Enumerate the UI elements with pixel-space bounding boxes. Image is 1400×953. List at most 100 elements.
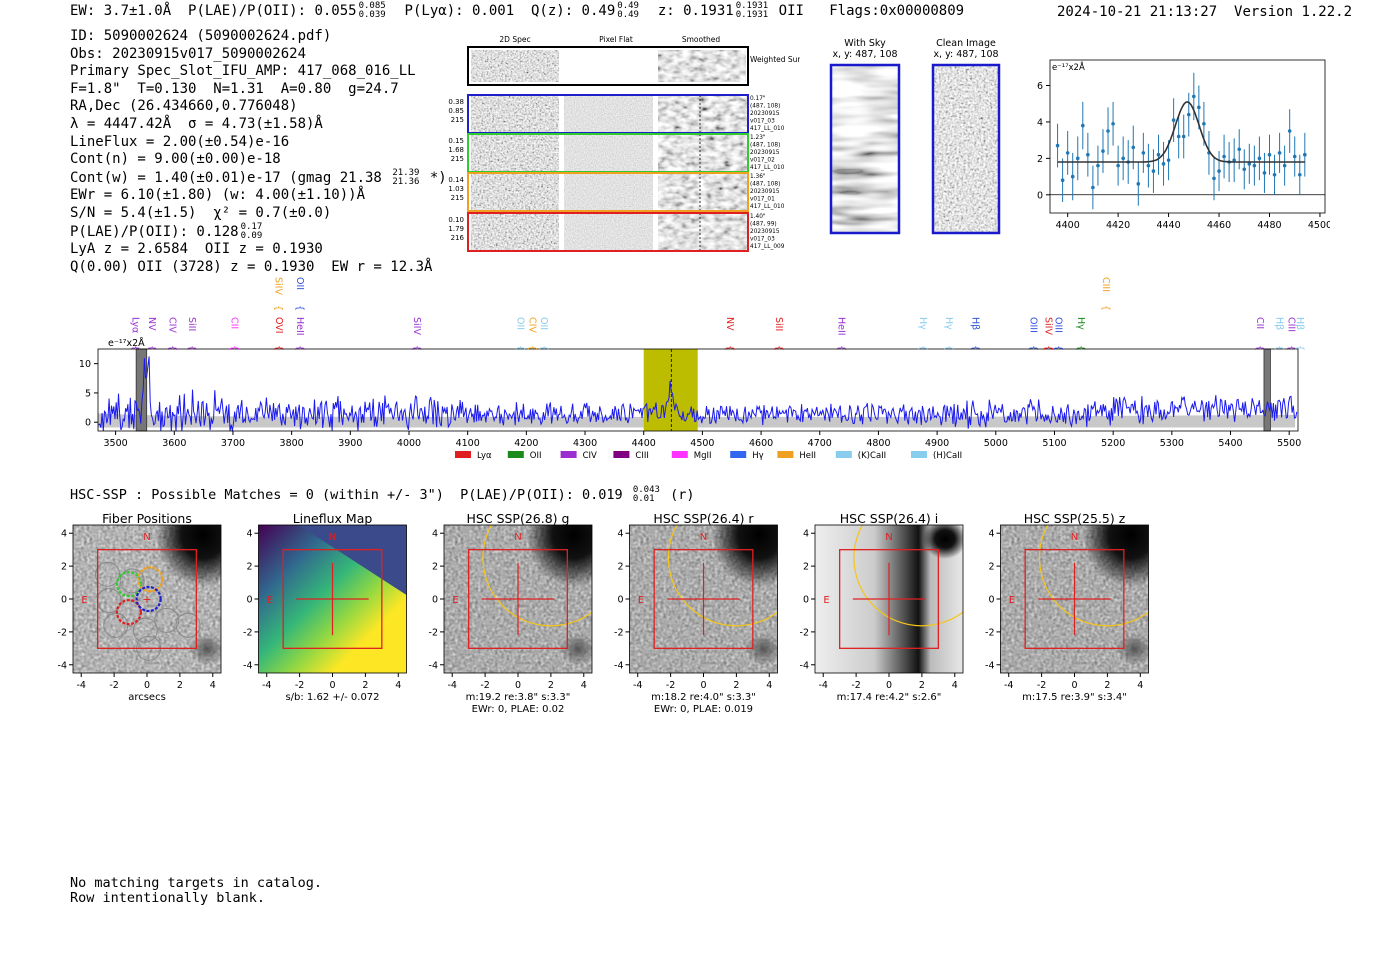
spec-row-gap (653, 174, 658, 210)
hsc-caption-1: m:18.2 re:4.0" s:3.3" (651, 692, 756, 703)
z-line: OII (778, 3, 804, 19)
north-label: N (700, 532, 707, 543)
spec-row-left-label: 216 (451, 234, 465, 242)
fiber-circle (154, 607, 180, 633)
emission-line-brace: { (538, 345, 549, 351)
spec-row-pixelflat (564, 174, 653, 210)
emission-line-label: Hβ { (1273, 317, 1284, 351)
stamp-images (829, 63, 1001, 235)
hsc-caption-1: m:19.2 re:3.8" s:3.3" (466, 692, 571, 703)
spec-row-right-label: (487, 108) (750, 182, 780, 188)
hsc-xtick-label: 0 (515, 680, 521, 691)
hsc-ytick-label: 0 (617, 595, 623, 606)
hsc-source-faint (189, 633, 221, 665)
hsc-caption-1: s/b: 1.62 +/- 0.072 (285, 692, 379, 703)
spectrum-xtick-label: 5500 (1277, 438, 1301, 449)
fit-data-point (1267, 152, 1272, 157)
hsc-xtick-label: 0 (144, 680, 150, 691)
spec-row-right-label: v017_03 (750, 237, 775, 243)
spectrum-xtick-label: 4300 (573, 438, 597, 449)
legend-label: CIII (635, 451, 648, 461)
plae-hi: 0.085 (358, 1, 386, 11)
emission-line-label: HeII { (294, 317, 305, 351)
spec-row-right-label: v017_03 (750, 119, 775, 125)
fit-data-point (1277, 151, 1282, 155)
fit-data-point (1086, 152, 1090, 157)
info-primary: Primary Spec_Slot_IFU_AMP: 417_068_016_L… (70, 63, 416, 80)
east-label: E (452, 595, 458, 606)
fit-data-point (1247, 162, 1252, 166)
spec2d-cutouts: 2D Spec Pixel Flat Smoothed Weighted Sum… (448, 35, 800, 252)
spectrum-xtick-label: 3500 (104, 438, 128, 449)
spec-row-left-label: 0.15 (448, 137, 464, 145)
with-sky-title: With Sky (844, 38, 886, 49)
hsc-xtick-label: -2 (666, 680, 675, 691)
hsc-xtick-label: 2 (548, 680, 554, 691)
fit-data-point (1131, 145, 1136, 150)
hsc-ytick-label: 4 (246, 529, 252, 540)
north-label: N (329, 532, 336, 543)
hsc-source (923, 525, 963, 559)
legend-label: HeII (799, 451, 816, 461)
emission-line-brace: { (515, 345, 526, 351)
hsc-header: HSC-SSP : Possible Matches = 0 (within +… (70, 486, 694, 504)
hsc-hi: 0.043 (632, 485, 660, 495)
spectrum-ytick-label: 5 (85, 388, 91, 399)
hsc-ytick-label: 0 (246, 595, 252, 606)
hsc-ytick-label: 0 (432, 595, 438, 606)
emission-line-name: CIII (1286, 317, 1297, 332)
hsc-aperture (1038, 525, 1149, 627)
hsc-panel-4: HSC SSP(26.4) i N E -4 -4 -2 -2 0 0 2 2 4 4 m:17.4 re… (800, 511, 964, 703)
emission-line-label: OII { (538, 317, 549, 351)
emission-line-brace: { (1273, 345, 1284, 351)
fit-data-point (1060, 178, 1065, 183)
with-sky-image (831, 65, 899, 233)
hsc-panel-title: Fiber Positions (102, 511, 192, 526)
search-box (282, 549, 383, 649)
fit-xtick-label: 4500 (1308, 220, 1330, 231)
hsc-panel-2: HSC SSP(26.8) g N E -4 -4 -2 -2 0 0 2 2 4 4 m:19.2 re… (429, 511, 593, 715)
spec-row-2d (471, 96, 559, 132)
spec-row-gap (559, 96, 564, 132)
spec-row-2d (471, 135, 559, 171)
fit-data-point (1055, 143, 1060, 148)
hsc-xtick-label: 0 (700, 680, 706, 691)
spec-row-pixelflat (564, 135, 653, 171)
emission-line-label: Hβ { (969, 317, 980, 351)
qz-hi: 0.49 (617, 1, 639, 11)
plae-lo: 0.039 (358, 10, 386, 20)
fit-model-curve (1057, 101, 1305, 163)
fiber-circle (132, 617, 158, 643)
emission-line-name: NV (724, 317, 735, 331)
hsc-ytick-label: -4 (429, 660, 438, 671)
emission-line-name: CII (228, 317, 239, 329)
fit-data-point (1106, 129, 1110, 133)
hsc-ytick-label: 4 (61, 529, 67, 540)
emission-line-brace: { (943, 345, 954, 351)
hsc-ytick-label: 2 (803, 562, 809, 573)
spec-row-frame (467, 212, 749, 252)
hsc-tail: (r) (670, 487, 695, 503)
hsc-panel-title: HSC SSP(25.5) z (1024, 511, 1126, 526)
hsc-source (1082, 525, 1149, 587)
fit-data-point (1282, 163, 1287, 168)
hsc-ytick-label: 4 (617, 529, 623, 540)
spec-row-right-label: 20230915 (750, 111, 780, 117)
catalog-footer: No matching targets in catalog. Row inte… (70, 876, 322, 906)
spec-row-left-label: 0.38 (448, 98, 464, 106)
hsc-xtick-label: 2 (919, 680, 925, 691)
fit-data-point (1075, 156, 1080, 161)
hsc-ytick-label: 0 (61, 595, 67, 606)
hsc-xtick-label: -2 (109, 680, 118, 691)
spectrum-xtick-label: 5400 (1218, 438, 1242, 449)
contw-hi: 21.39 (392, 167, 420, 178)
fit-data-point (1222, 154, 1226, 159)
east-label: E (823, 595, 829, 606)
spec-row-frame (467, 172, 749, 212)
hsc-xtick-label: 2 (733, 680, 739, 691)
z-value: z: 0.1931 (657, 3, 734, 19)
plya-value: P(Lyα): 0.001 (404, 3, 515, 19)
emission-line-name: Hβ (1294, 317, 1305, 330)
fit-data-point (1181, 134, 1186, 139)
